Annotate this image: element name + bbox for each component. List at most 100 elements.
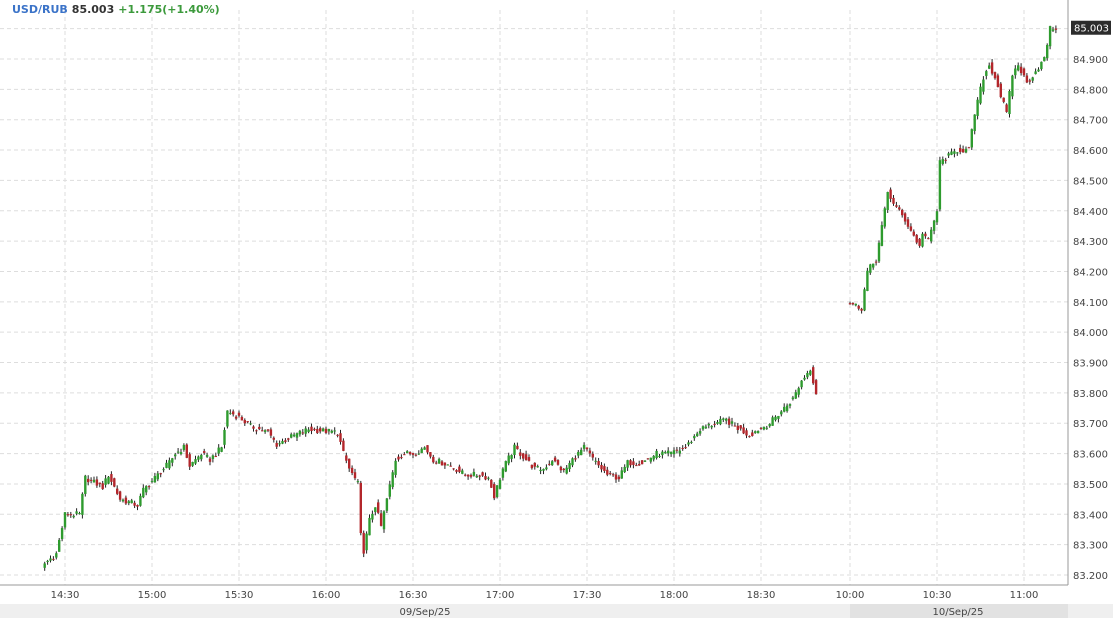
candle-body: [223, 429, 226, 445]
candle-body: [542, 468, 545, 471]
y-tick-label: 83.300: [1073, 541, 1108, 552]
symbol-label[interactable]: USD/RUB: [12, 3, 68, 16]
candle-body: [950, 151, 953, 155]
candle-body: [906, 219, 910, 227]
candle-body: [75, 511, 78, 514]
candle-body: [848, 303, 852, 305]
candle-body: [490, 479, 493, 488]
candle-body: [426, 445, 429, 453]
candle-body: [788, 404, 792, 406]
candle-body: [530, 464, 534, 469]
candle-body: [359, 482, 362, 534]
candle-body: [513, 444, 516, 455]
candle-body: [649, 457, 652, 462]
y-tick-label: 84.500: [1073, 176, 1108, 187]
candle-body: [751, 432, 754, 436]
candle-body: [866, 270, 869, 291]
candle-body: [92, 479, 96, 483]
candle-body: [629, 460, 632, 466]
candle-body: [562, 468, 565, 471]
candle-body: [745, 430, 748, 436]
candle-body: [895, 205, 898, 207]
candle-body: [736, 425, 739, 431]
candle-body: [176, 451, 180, 453]
candle-body: [507, 455, 510, 464]
candle-body: [756, 431, 760, 434]
candle-body: [565, 467, 568, 474]
candle-body: [214, 456, 217, 458]
y-tick-label: 83.700: [1073, 419, 1108, 430]
candle-body: [580, 449, 583, 456]
candle-body: [319, 428, 322, 432]
candle-body: [487, 477, 490, 479]
candle-body: [623, 466, 626, 473]
candle-body: [597, 460, 600, 466]
candle-body: [794, 392, 797, 399]
candle-body: [350, 467, 354, 474]
candle-body: [275, 442, 278, 447]
candle-body: [330, 430, 333, 433]
candle-body: [716, 421, 719, 424]
candle-body: [466, 474, 470, 477]
y-axis: 83.200 83.300 83.400 83.500 83.600 83.700 83.8…: [1067, 0, 1111, 585]
candle-body: [400, 457, 403, 459]
candle-body: [388, 484, 391, 497]
candle-body: [52, 558, 55, 560]
y-tick-label: 83.200: [1073, 571, 1108, 582]
candle-body: [263, 430, 267, 432]
candle-body: [391, 472, 394, 488]
y-tick-label: 84.200: [1073, 267, 1108, 278]
candle-body: [603, 466, 606, 471]
candle-body: [935, 211, 939, 223]
candle-body: [1011, 75, 1014, 97]
candle-body: [385, 498, 389, 511]
candle-body: [886, 192, 889, 211]
candle-body: [863, 289, 866, 311]
candle-body: [635, 465, 638, 467]
candle-body: [722, 418, 725, 420]
candle-body: [675, 449, 679, 451]
candle-body: [121, 499, 125, 502]
candle-body: [996, 75, 1000, 88]
candle-body: [527, 457, 531, 461]
candle-body: [420, 448, 423, 454]
y-tick-label: 83.800: [1073, 389, 1108, 400]
candle-body: [869, 264, 872, 273]
candle-body: [993, 72, 997, 79]
candle-body: [727, 418, 731, 425]
candle-body: [982, 79, 985, 92]
candle-body: [956, 152, 959, 154]
candle-body: [941, 159, 944, 164]
candle-body: [272, 437, 275, 440]
x-tick-label: 18:00: [660, 590, 689, 601]
candle-body: [261, 430, 264, 432]
candle-body: [791, 397, 795, 400]
candle-body: [403, 454, 406, 456]
candle-body: [701, 426, 705, 430]
candle-body: [66, 514, 70, 516]
candle-body: [591, 453, 594, 458]
candle-body: [461, 470, 464, 474]
y-tick-label: 83.400: [1073, 510, 1108, 521]
candle-body: [632, 461, 635, 465]
candle-body: [139, 495, 142, 506]
candle-body: [174, 454, 177, 457]
candle-body: [780, 411, 783, 415]
candle-body: [617, 476, 621, 480]
candle-body: [446, 464, 449, 466]
candle-body: [423, 447, 426, 450]
candle-body: [553, 457, 557, 462]
candle-body: [600, 464, 603, 470]
candle-body: [475, 475, 478, 478]
y-tick-label: 84.100: [1073, 298, 1108, 309]
candle-body: [440, 461, 444, 466]
date-label: 09/Sep/25: [399, 607, 450, 618]
candle-body: [290, 434, 293, 438]
candle-body: [345, 455, 348, 461]
candle-body: [672, 450, 676, 455]
candle-body: [374, 507, 377, 513]
candle-body: [571, 458, 574, 466]
candle-body: [127, 501, 130, 504]
